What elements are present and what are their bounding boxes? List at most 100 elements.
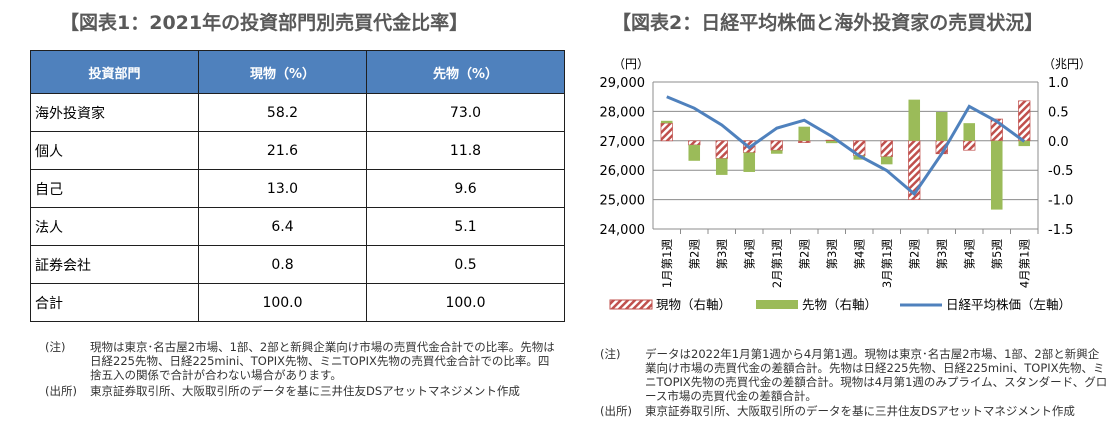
legend-futures-label: 先物（右軸）	[802, 297, 877, 312]
spot-cell: 0.8	[198, 245, 367, 284]
x-tick-label: 第4週	[962, 239, 976, 270]
source-text: 東京証券取引所、大阪取引所のデータを基に三井住友DSアセットマネジメント作成	[90, 384, 520, 398]
futures-cell: 73.0	[366, 93, 565, 132]
x-tick-label: 4月第1週	[1017, 239, 1031, 289]
x-tick-label: 第2週	[797, 239, 811, 270]
spot-cell: 6.4	[198, 207, 367, 246]
table-row: 自己 13.0 9.6	[30, 169, 565, 208]
table-row: 証券会社 0.8 0.5	[30, 245, 565, 284]
x-tick-label: 第3週	[825, 239, 839, 270]
header-futures: 先物（%）	[366, 50, 565, 94]
futures-cell: 100.0	[366, 283, 565, 322]
futures-bar	[908, 99, 921, 141]
sector-cell: 自己	[30, 169, 199, 208]
futures-bar	[688, 144, 701, 161]
spot-bar	[798, 140, 811, 143]
futures-cell: 11.8	[366, 131, 565, 170]
futures-cell: 0.5	[366, 245, 565, 284]
right-tick-label: 0.0	[1048, 135, 1069, 150]
left-tick-label: 29,000	[600, 76, 646, 91]
right-tick-label: 0.5	[1048, 105, 1069, 120]
sector-cell: 証券会社	[30, 245, 199, 284]
futures-cell: 5.1	[366, 207, 565, 246]
left-tick-label: 28,000	[600, 105, 646, 120]
spot-bar	[688, 140, 701, 146]
sector-cell: 合計	[30, 283, 199, 322]
table-row: 法人 6.4 5.1	[30, 207, 565, 246]
spot-bar	[853, 140, 866, 156]
x-tick-label: 第3週	[715, 239, 729, 270]
sector-cell: 法人	[30, 207, 199, 246]
source-text: 東京証券取引所、大阪取引所のデータを基に三井住友DSアセットマネジメント作成	[645, 404, 1075, 418]
table-title: 【図表1：2021年の投資部門別売買代金比率】	[60, 12, 469, 34]
futures-cell: 9.6	[366, 169, 565, 208]
x-tick-label: 第4週	[742, 239, 756, 270]
x-tick-label: 2月第1週	[770, 239, 784, 289]
futures-bar	[715, 158, 728, 175]
x-tick-label: 第2週	[687, 239, 701, 270]
spot-bar	[935, 140, 948, 155]
note-label: (注)	[45, 340, 66, 354]
futures-bar	[880, 156, 893, 165]
spot-bar	[770, 140, 783, 151]
sector-cell: 海外投資家	[30, 93, 199, 132]
note-text: 現物は東京･名古屋2市場、1部、2部と新興企業向け市場の売買代金合計での比率。先…	[90, 340, 555, 382]
legend-nikkei-label: 日経平均株価（左軸）	[946, 297, 1071, 312]
futures-bar	[660, 120, 673, 124]
table-row: 合計 100.0 100.0	[30, 283, 565, 322]
x-tick-label: 1月第1週	[660, 239, 674, 289]
note-label: (注)	[600, 347, 621, 361]
trading-ratio-table: 投資部門 現物（%） 先物（%） 海外投資家 58.2 73.0 個人 21.6 11.8…	[30, 50, 565, 322]
futures-bar	[798, 126, 811, 141]
spot-bar	[1018, 100, 1031, 142]
right-tick-label: -0.5	[1048, 164, 1073, 179]
right-tick-label: -1.0	[1048, 194, 1073, 209]
futures-bar	[743, 152, 756, 172]
spot-bar	[908, 140, 921, 200]
futures-bar	[935, 111, 948, 141]
chart-note: (注) データは2022年1月第1週から4月第1週。現物は東京･名古屋2市場、1…	[600, 347, 1115, 422]
legend-spot-swatch	[609, 299, 653, 310]
futures-bar	[990, 140, 1003, 210]
spot-cell: 100.0	[198, 283, 367, 322]
x-tick-label: 第5週	[990, 239, 1004, 270]
spot-cell: 58.2	[198, 93, 367, 132]
left-unit: （円）	[613, 57, 649, 71]
left-tick-label: 24,000	[600, 223, 646, 238]
legend-spot-label: 現物（右軸）	[656, 297, 731, 312]
table-row: 個人 21.6 11.8	[30, 131, 565, 170]
legend-futures-swatch	[756, 300, 798, 309]
spot-bar	[660, 122, 673, 142]
futures-bar	[853, 155, 866, 160]
source-label: (出所)	[600, 404, 632, 418]
spot-bar	[715, 140, 728, 159]
x-tick-label: 3月第1週	[880, 239, 894, 289]
spot-bar	[990, 118, 1003, 142]
right-unit: （兆円）	[1043, 57, 1091, 71]
header-sector: 投資部門	[30, 50, 199, 94]
nikkei-line	[666, 95, 1026, 197]
x-tick-label: 第3週	[935, 239, 949, 270]
spot-bar	[825, 139, 838, 142]
x-tick-label: 第4週	[852, 239, 866, 270]
left-tick-label: 26,000	[600, 164, 646, 179]
spot-bar	[743, 140, 756, 153]
table-row: 海外投資家 58.2 73.0	[30, 93, 565, 132]
x-tick-label: 第2週	[907, 239, 921, 270]
chart-title: 【図表2：日経平均株価と海外投資家の売買状況】	[612, 12, 1044, 34]
futures-bar	[770, 150, 783, 154]
left-tick-label: 27,000	[600, 135, 646, 150]
right-tick-label: -1.5	[1048, 223, 1073, 238]
source-label: (出所)	[45, 384, 77, 398]
futures-bar	[963, 123, 976, 141]
spot-cell: 13.0	[198, 169, 367, 208]
left-tick-label: 25,000	[600, 194, 646, 209]
spot-bar	[963, 140, 976, 151]
futures-bar	[1018, 140, 1031, 147]
right-tick-label: 1.0	[1048, 76, 1069, 91]
spot-cell: 21.6	[198, 131, 367, 170]
spot-bar	[880, 140, 893, 158]
note-text: データは2022年1月第1週から4月第1週。現物は東京･名古屋2市場、1部、2部…	[645, 347, 1108, 403]
futures-bar	[825, 140, 838, 144]
table-note: (注) 現物は東京･名古屋2市場、1部、2部と新興企業向け市場の売買代金合計での…	[45, 340, 565, 400]
